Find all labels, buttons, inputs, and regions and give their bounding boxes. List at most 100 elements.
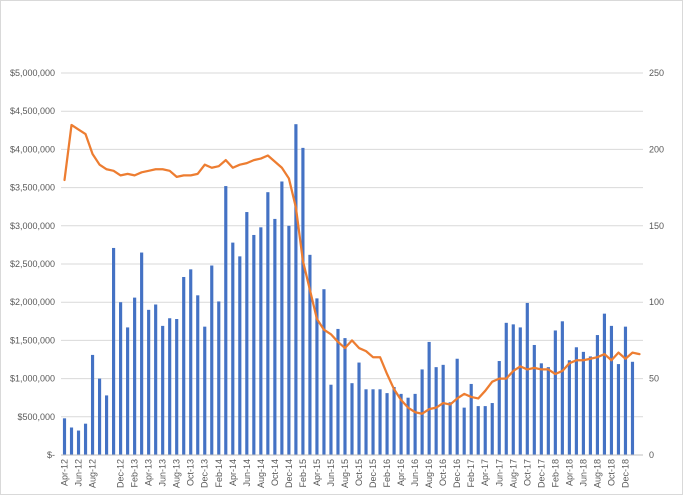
x-tick-label: Jun-15 (326, 459, 336, 487)
x-tick-label: Feb-14 (214, 459, 224, 488)
x-tick-label: Oct-17 (522, 459, 532, 486)
line-series (63, 123, 641, 415)
x-tick-label: Jun-12 (74, 459, 84, 487)
right-tick-label: 250 (649, 68, 664, 78)
x-tick-label: Aug-13 (172, 459, 182, 488)
bar (553, 330, 557, 455)
x-tick-label: Dec-14 (284, 459, 294, 488)
bar (427, 341, 431, 455)
bar (350, 383, 354, 455)
left-tick-label: $1,500,000 (10, 335, 55, 345)
x-tick-label: Oct-16 (438, 459, 448, 486)
right-tick-label: 150 (649, 221, 664, 231)
bar (623, 326, 628, 455)
bar (525, 302, 529, 455)
x-tick-label: Jun-13 (158, 459, 168, 487)
bar (546, 367, 550, 455)
bar (259, 227, 263, 455)
bar (406, 397, 410, 455)
x-tick-label: Jun-16 (410, 459, 420, 487)
right-tick-label: 200 (649, 144, 664, 154)
bar (399, 393, 403, 455)
left-tick-label: $2,500,000 (10, 259, 55, 269)
x-tick-label: Apr-13 (144, 459, 154, 486)
x-tick-label: Dec-18 (620, 459, 630, 488)
bar (413, 393, 417, 455)
bar (448, 402, 452, 455)
x-tick-label: Aug-14 (256, 459, 266, 488)
bar (97, 378, 102, 455)
x-tick-label: Jun-17 (494, 459, 504, 487)
bar (343, 338, 347, 455)
bar (83, 423, 88, 455)
x-tick-label: Aug-17 (508, 459, 518, 488)
bar (182, 276, 186, 455)
bar-series (62, 124, 635, 456)
bar (76, 430, 81, 455)
bar (602, 313, 607, 455)
x-tick-label: Feb-13 (130, 459, 140, 488)
gridlines (61, 72, 643, 456)
bar (574, 347, 578, 455)
bar (315, 298, 319, 455)
bar (90, 354, 95, 455)
bar (336, 328, 340, 455)
left-tick-label: $3,500,000 (10, 183, 55, 193)
x-tick-label: Dec-17 (536, 459, 546, 488)
x-axis: Apr-12 Jun-12 Aug-12 Dec-12 Feb-13 Apr-13 Jun-… (60, 454, 643, 488)
bar (161, 325, 165, 455)
bar (630, 361, 635, 455)
bar (224, 186, 228, 455)
x-tick-label: Aug-18 (592, 459, 602, 488)
bar (245, 212, 249, 455)
bar (175, 319, 179, 455)
bar (364, 389, 368, 455)
x-tick-label: Oct-15 (354, 459, 364, 486)
x-tick-label: Aug-16 (424, 459, 434, 488)
bar (588, 356, 592, 455)
x-tick-label: Apr-15 (312, 459, 322, 486)
bar (280, 181, 284, 455)
bar (252, 234, 256, 455)
x-tick-label: Oct-13 (186, 459, 196, 486)
bar (567, 360, 571, 455)
left-axis: $- $500,000 $1,000,000 $1,500,000 $2,000,000… (10, 68, 55, 460)
bar (287, 225, 291, 455)
left-tick-label: $5,000,000 (10, 68, 55, 78)
left-tick-label: $- (47, 450, 55, 460)
bar (504, 322, 508, 455)
bar (203, 326, 207, 455)
bar (609, 325, 614, 455)
x-tick-label: Jun-14 (242, 459, 252, 487)
bar (105, 395, 109, 455)
left-tick-label: $4,000,000 (10, 144, 55, 154)
x-tick-label: Feb-15 (298, 459, 308, 488)
bar (189, 269, 193, 455)
x-tick-label: Feb-16 (382, 459, 392, 488)
right-axis: 0 50 100 150 200 250 (649, 68, 664, 460)
bar (371, 389, 375, 455)
bar (434, 367, 438, 455)
x-tick-label: Apr-18 (564, 459, 574, 486)
x-tick-label: Apr-17 (480, 459, 490, 486)
bar (595, 335, 599, 455)
left-tick-label: $2,000,000 (10, 297, 55, 307)
bar (329, 384, 333, 455)
bar (217, 301, 221, 455)
left-tick-label: $500,000 (17, 412, 55, 422)
right-tick-label: 0 (649, 450, 654, 460)
bar (532, 344, 536, 455)
bar (62, 418, 67, 455)
bar (511, 324, 515, 455)
right-tick-label: 100 (649, 297, 664, 307)
line-path (63, 123, 641, 415)
x-tick-label: Dec-13 (200, 459, 210, 488)
x-tick-label: Jun-18 (578, 459, 588, 487)
bar (126, 327, 130, 455)
x-tick-label: Dec-12 (116, 459, 126, 488)
bar (560, 321, 564, 455)
bar (490, 403, 494, 455)
bar (196, 295, 200, 455)
